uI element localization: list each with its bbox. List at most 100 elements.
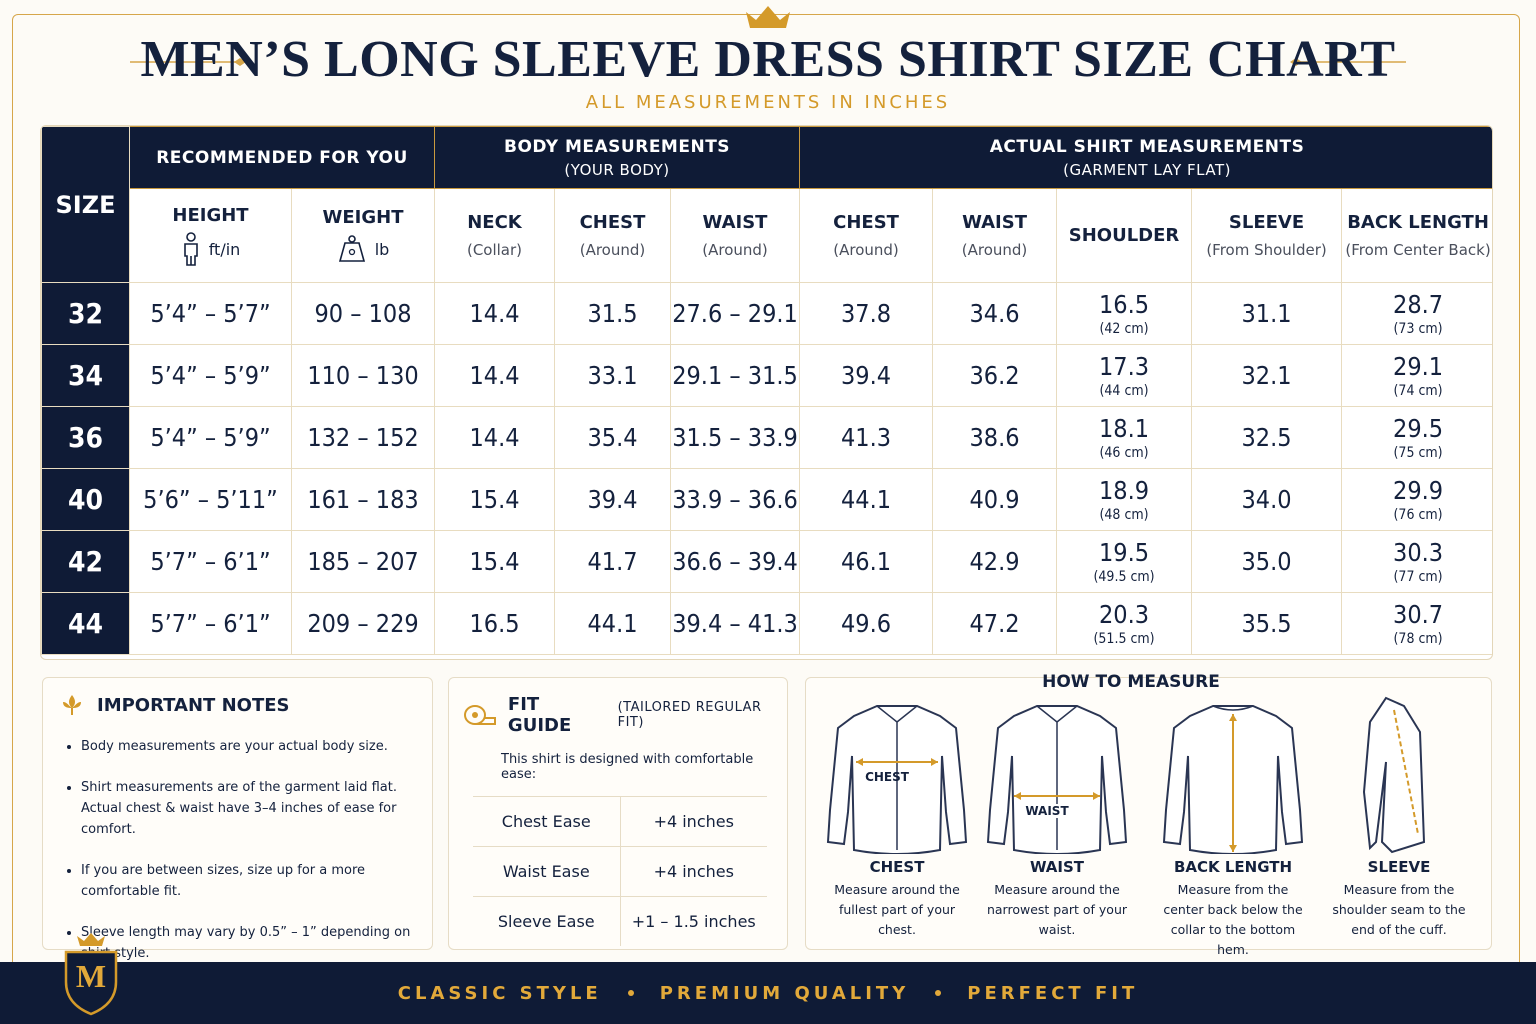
measure-cell: 38.6 (932, 406, 1058, 469)
logo-shield (64, 933, 118, 1016)
measure-cell: 18.1 (46 cm) (1056, 406, 1193, 469)
measure-cell: 30.3 (77 cm) (1341, 530, 1492, 593)
measure-value: 20.3 (1099, 600, 1150, 629)
column-note: (From Center Back) (1345, 241, 1491, 259)
column-label: NECK (467, 212, 522, 233)
measure-value: 19.5 (1099, 538, 1150, 567)
measure-cell: 29.1 (74 cm) (1341, 344, 1492, 407)
note-line: Shirt measurements are of the garment la… (81, 780, 397, 795)
measure-cell: 34.6 (932, 282, 1058, 345)
measure-cm: (77 cm) (1393, 569, 1443, 585)
how-description: Measure from the shoulder seam to the en… (1332, 882, 1466, 937)
measure-value: 29.1 (1393, 352, 1444, 381)
measure-cell: 37.8 (799, 282, 934, 345)
note-item: Sleeve length may vary by 0.5” – 1” depe… (81, 922, 432, 964)
measure-cell: 14.4 (434, 406, 555, 469)
measure-cell: 39.4 (799, 344, 934, 407)
shirt-back-figure (1162, 705, 1304, 855)
column-header: CHEST (Around) (554, 188, 671, 283)
column-note: (Around) (702, 241, 768, 259)
fit-row: Waist Ease +4 inches (473, 846, 767, 897)
measure-cell: 5’7” – 6’1” (129, 530, 292, 593)
column-header: NECK (Collar) (434, 188, 555, 283)
measure-cell: 28.7 (73 cm) (1341, 282, 1492, 345)
column-label: HEIGHT (172, 205, 249, 226)
how-item: BACK LENGTH Measure from the center back… (1148, 692, 1318, 960)
column-header: SHOULDER (1056, 188, 1193, 283)
fit-label: Chest Ease (473, 796, 620, 847)
fit-table: Chest Ease +4 inches Waist Ease +4 inches Sl… (473, 796, 767, 946)
footer-item: PREMIUM QUALITY (659, 982, 910, 1004)
measure-cell: 15.4 (434, 468, 555, 531)
size-cell: 34 (41, 344, 130, 407)
column-label: WEIGHT (322, 207, 404, 228)
group-header: BODY MEASUREMENTS (YOUR BODY) (433, 126, 801, 189)
note-item: If you are between sizes, size up for a … (81, 860, 432, 902)
note-line: If you are between sizes, size up for a … (81, 863, 366, 899)
measure-cell: 132 – 152 (291, 406, 435, 469)
weight-icon (338, 235, 365, 262)
size-cell: 36 (41, 406, 130, 469)
measure-cell: 185 – 207 (291, 530, 435, 593)
fit-row: Sleeve Ease +1 – 1.5 inches (473, 896, 767, 946)
column-unit: ft/in (208, 239, 241, 259)
note-item: Body measurements are your actual body s… (81, 736, 432, 757)
measure-cell: 18.9 (48 cm) (1056, 468, 1193, 531)
measure-cell: 5’4” – 5’9” (129, 344, 292, 407)
measure-cell: 14.4 (434, 344, 555, 407)
measure-cm: (73 cm) (1393, 321, 1443, 337)
measure-value: 29.5 (1393, 414, 1444, 443)
fit-title: FIT GUIDE (507, 694, 572, 736)
measure-cell: 36.6 – 39.4 (669, 530, 801, 593)
size-row: 32 5’4” – 5’7” 90 – 108 14.4 31.5 27.6 – 29.1… (41, 282, 1492, 345)
measure-cell: 17.3 (44 cm) (1056, 344, 1193, 407)
logo-letter: M (75, 958, 107, 994)
measure-cell: 47.2 (932, 592, 1058, 655)
sleeve-figure (1362, 696, 1426, 854)
measure-cm: (51.5 cm) (1093, 631, 1155, 647)
measure-cm: (44 cm) (1099, 383, 1149, 399)
fit-label: Sleeve Ease (473, 896, 620, 946)
tape-icon (464, 705, 496, 725)
column-label: CHEST (833, 212, 899, 233)
measure-cell: 15.4 (434, 530, 555, 593)
footer-band (0, 962, 1536, 1024)
column-label: WAIST (962, 212, 1027, 233)
measure-value: 18.9 (1099, 476, 1150, 505)
column-note: (Collar) (466, 241, 523, 259)
column-unit-row: lb (292, 234, 434, 264)
measure-cell: 209 – 229 (291, 592, 435, 655)
fit-guide-panel: FIT GUIDE (TAILORED REGULAR FIT) This sh… (448, 677, 788, 950)
measure-cell: 5’4” – 5’7” (129, 282, 292, 345)
fit-value: +4 inches (619, 796, 767, 847)
measure-cm: (78 cm) (1393, 631, 1443, 647)
footer-items: CLASSIC STYLE PREMIUM QUALITY PERFECT FIT (0, 962, 1536, 1024)
measure-cell: 32.1 (1191, 344, 1343, 407)
size-row: 42 5’7” – 6’1” 185 – 207 15.4 41.7 36.6 – 39.… (41, 530, 1492, 593)
title: MEN’S LONG SLEEVE DRESS SHIRT SIZE CHART (140, 31, 1396, 88)
measure-cell: 32.5 (1191, 406, 1343, 469)
column-header: CHEST (Around) (799, 188, 934, 283)
measure-cell: 5’6” – 5’11” (129, 468, 292, 531)
measure-cell: 31.5 – 33.9 (669, 406, 801, 469)
size-table: SIZE RECOMMENDED FOR YOU BODY MEASUREMEN… (41, 126, 1492, 655)
measure-cell: 161 – 183 (291, 468, 435, 531)
measure-cell: 39.4 – 41.3 (669, 592, 801, 655)
measure-cell: 33.9 – 36.6 (669, 468, 801, 531)
measure-cell: 20.3 (51.5 cm) (1056, 592, 1193, 655)
column-header: WAIST (Around) (932, 188, 1058, 283)
column-header: WEIGHT lb (291, 188, 435, 283)
column-header: SLEEVE (From Shoulder) (1191, 188, 1343, 283)
measure-cell: 42.9 (932, 530, 1058, 593)
fit-value: +1 – 1.5 inches (619, 896, 767, 946)
measure-value: 17.3 (1099, 352, 1150, 381)
note-item: Shirt measurements are of the garment la… (81, 777, 432, 840)
group-header: ACTUAL SHIRT MEASUREMENTS (GARMENT LAY FL… (799, 126, 1492, 189)
how-name: SLEEVE (1367, 858, 1431, 876)
how-name: BACK LENGTH (1173, 858, 1293, 876)
group-title: ACTUAL SHIRT MEASUREMENTS (989, 136, 1305, 157)
measure-cell: 31.1 (1191, 282, 1343, 345)
size-table-wrap: SIZE RECOMMENDED FOR YOU BODY MEASUREMEN… (40, 125, 1493, 660)
column-header: BACK LENGTH (From Center Back) (1341, 188, 1492, 283)
